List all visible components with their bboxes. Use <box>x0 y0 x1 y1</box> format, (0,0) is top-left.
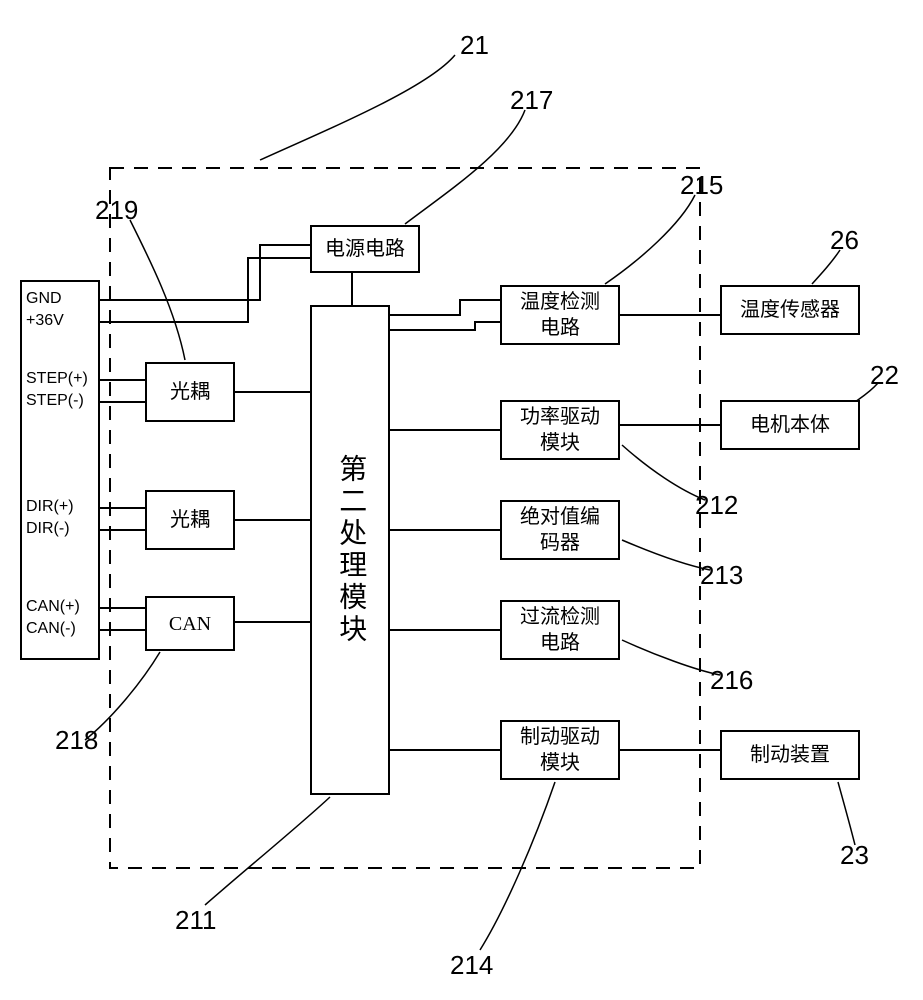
box-can: CAN <box>145 596 235 651</box>
ref-218: 218 <box>55 725 98 756</box>
box-opto2: 光耦 <box>145 490 235 550</box>
ref-214: 214 <box>450 950 493 981</box>
connector-pin-label: STEP(-) <box>26 392 84 410</box>
box-brake: 制动装置 <box>720 730 860 780</box>
label-overcurrent: 过流检测电路 <box>520 604 600 656</box>
label-power-drive: 功率驱动模块 <box>520 404 600 456</box>
label-brake-drive: 制动驱动模块 <box>520 724 600 776</box>
connector-pin-label: GND <box>26 290 62 308</box>
ref-212: 212 <box>695 490 738 521</box>
box-brake-drive: 制动驱动模块 <box>500 720 620 780</box>
label-abs-encoder: 绝对值编码器 <box>520 504 600 556</box>
ref-23: 23 <box>840 840 869 871</box>
ref-21: 21 <box>460 30 489 61</box>
ref-22: 22 <box>870 360 899 391</box>
svg-layer <box>0 0 923 1000</box>
connector-pin-label: STEP(+) <box>26 370 88 388</box>
box-overcurrent: 过流检测电路 <box>500 600 620 660</box>
box-psu: 电源电路 <box>310 225 420 273</box>
connector-pin-label: DIR(+) <box>26 498 74 516</box>
connector-pin-label: +36V <box>26 312 64 330</box>
ref-219: 219 <box>95 195 138 226</box>
box-opto1: 光耦 <box>145 362 235 422</box>
ref-215: 215 <box>680 170 723 201</box>
label-cpu: 第二处理模块 <box>332 454 368 646</box>
connector-pin-label: CAN(+) <box>26 598 80 616</box>
label-brake: 制动装置 <box>750 742 830 768</box>
box-motor: 电机本体 <box>720 400 860 450</box>
ref-211: 211 <box>175 905 216 936</box>
label-temp-detect: 温度检测电路 <box>520 289 600 341</box>
box-temp-sensor: 温度传感器 <box>720 285 860 335</box>
connector-pin-label: CAN(-) <box>26 620 76 638</box>
label-motor: 电机本体 <box>750 412 830 438</box>
diagram-canvas: 电源电路 光耦 光耦 CAN 第二处理模块 温度检测电路 功率驱动模块 绝对值编… <box>0 0 923 1000</box>
ref-216: 216 <box>710 665 753 696</box>
box-power-drive: 功率驱动模块 <box>500 400 620 460</box>
box-temp-detect: 温度检测电路 <box>500 285 620 345</box>
ref-26: 26 <box>830 225 859 256</box>
ref-217: 217 <box>510 85 553 116</box>
ref-213: 213 <box>700 560 743 591</box>
label-temp-sensor: 温度传感器 <box>740 297 840 323</box>
connector-pin-label: DIR(-) <box>26 520 70 538</box>
box-cpu: 第二处理模块 <box>310 305 390 795</box>
label-opto1: 光耦 <box>170 379 210 405</box>
label-can: CAN <box>169 611 211 637</box>
box-abs-encoder: 绝对值编码器 <box>500 500 620 560</box>
label-opto2: 光耦 <box>170 507 210 533</box>
label-psu: 电源电路 <box>325 236 405 262</box>
